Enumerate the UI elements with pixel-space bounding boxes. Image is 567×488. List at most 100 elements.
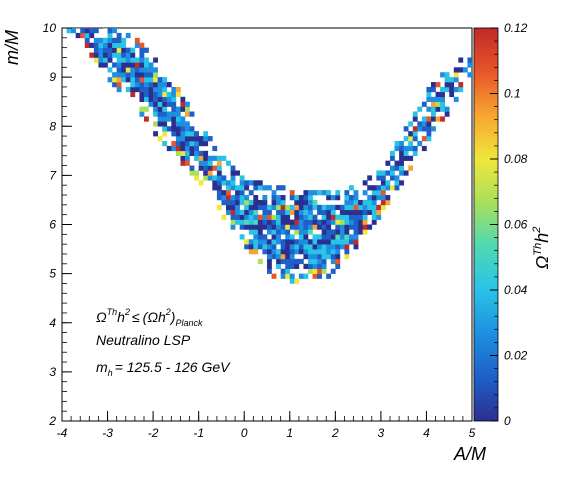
heatmap-cell bbox=[330, 214, 336, 220]
colorbar-tick-label: 0.02 bbox=[504, 349, 528, 363]
heatmap-cell bbox=[171, 140, 177, 147]
heatmap-cell bbox=[175, 106, 181, 112]
heatmap-cell bbox=[171, 86, 177, 93]
heatmap-cell bbox=[403, 150, 409, 157]
heatmap-cell bbox=[294, 239, 300, 245]
heatmap-cell bbox=[308, 195, 313, 201]
heatmap-cell bbox=[312, 219, 318, 225]
heatmap-cell bbox=[103, 28, 108, 29]
heatmap-cell bbox=[298, 204, 304, 211]
x-tick-label: 3 bbox=[378, 426, 385, 440]
heatmap-cell bbox=[417, 126, 423, 132]
heatmap-cell bbox=[349, 239, 354, 245]
heatmap-cell bbox=[399, 140, 404, 147]
heatmap-cell bbox=[216, 175, 222, 181]
heatmap-cell bbox=[235, 199, 240, 206]
heatmap-cell bbox=[207, 165, 213, 171]
heatmap-cell bbox=[285, 263, 291, 270]
heatmap-cell bbox=[230, 175, 236, 181]
heatmap-cell bbox=[326, 190, 332, 196]
heatmap-cell bbox=[394, 175, 400, 181]
heatmap-cell bbox=[207, 155, 213, 161]
heatmap-cell bbox=[353, 239, 359, 245]
heatmap-cell bbox=[134, 77, 140, 83]
heatmap-cell bbox=[321, 190, 327, 196]
heatmap-cell bbox=[244, 219, 250, 225]
heatmap-cell bbox=[226, 160, 231, 166]
heatmap-cell bbox=[280, 229, 286, 235]
heatmap-cell bbox=[262, 249, 268, 255]
heatmap-cell bbox=[303, 263, 309, 270]
heatmap-cell bbox=[390, 150, 395, 157]
heatmap-cell bbox=[467, 72, 472, 78]
heatmap-cell bbox=[107, 37, 113, 44]
heatmap-cell bbox=[280, 268, 286, 274]
heatmap-cell bbox=[230, 199, 236, 206]
y-tick-label: 8 bbox=[49, 119, 56, 133]
heatmap-cell bbox=[230, 185, 236, 191]
heatmap-cell bbox=[317, 224, 322, 230]
heatmap-cell bbox=[399, 155, 404, 161]
heatmap-cell bbox=[130, 72, 136, 78]
heatmap-cell bbox=[453, 86, 459, 93]
heatmap-cell bbox=[390, 155, 395, 161]
heatmap-cell bbox=[371, 195, 377, 201]
x-tick-label: -3 bbox=[102, 426, 113, 440]
heatmap-cell bbox=[349, 219, 354, 225]
heatmap-cell bbox=[185, 111, 190, 117]
heatmap-cell bbox=[139, 91, 145, 98]
heatmap-cell bbox=[148, 72, 154, 78]
heatmap-cell bbox=[189, 140, 195, 147]
heatmap-cell bbox=[326, 219, 332, 225]
heatmap-cell bbox=[276, 209, 281, 215]
heatmap-cell bbox=[107, 42, 113, 48]
heatmap-cell bbox=[171, 91, 177, 98]
heatmap-cell bbox=[326, 195, 332, 201]
heatmap-cell bbox=[262, 219, 268, 225]
heatmap-cell bbox=[66, 28, 72, 34]
heatmap-cell bbox=[125, 32, 131, 39]
heatmap-cell bbox=[376, 214, 382, 220]
heatmap-cell bbox=[125, 47, 131, 53]
x-axis-title: A/M bbox=[453, 444, 486, 464]
heatmap-cell bbox=[298, 258, 304, 265]
heatmap-cell bbox=[294, 214, 300, 220]
heatmap-cell bbox=[235, 185, 240, 191]
heatmap-cell bbox=[426, 91, 432, 98]
heatmap-cell bbox=[139, 72, 145, 78]
heatmap-cell bbox=[390, 165, 395, 171]
heatmap-cell bbox=[121, 72, 127, 78]
heatmap-cell bbox=[121, 77, 127, 83]
heatmap-cell bbox=[185, 150, 190, 157]
heatmap-cell bbox=[421, 145, 427, 152]
heatmap-cell bbox=[344, 204, 350, 211]
heatmap-cell bbox=[121, 67, 127, 73]
heatmap-cell bbox=[230, 165, 236, 171]
heatmap-cell bbox=[180, 131, 186, 137]
heatmap-cell bbox=[257, 244, 263, 250]
heatmap-cell bbox=[89, 32, 95, 39]
heatmap-cell bbox=[116, 37, 122, 44]
heatmap-cell bbox=[280, 244, 286, 250]
heatmap-cell bbox=[153, 67, 158, 73]
heatmap-cell bbox=[440, 101, 445, 107]
heatmap-cell bbox=[257, 204, 263, 211]
heatmap-cell bbox=[194, 175, 199, 181]
heatmap-cell bbox=[298, 195, 304, 201]
heatmap-cell bbox=[103, 52, 108, 58]
heatmap-cell bbox=[116, 82, 122, 88]
heatmap-cell bbox=[153, 77, 158, 83]
heatmap-cell bbox=[162, 121, 168, 127]
heatmap-cell bbox=[308, 190, 313, 196]
heatmap-cell bbox=[349, 214, 354, 220]
heatmap-cell bbox=[344, 249, 350, 255]
heatmap-cell bbox=[294, 209, 300, 215]
heatmap-cell bbox=[289, 244, 295, 250]
heatmap-cell bbox=[235, 219, 240, 225]
heatmap-cell bbox=[321, 224, 327, 230]
heatmap-cell bbox=[216, 160, 222, 166]
heatmap-cell bbox=[276, 253, 281, 260]
heatmap-cell bbox=[453, 96, 459, 102]
heatmap-cell bbox=[280, 195, 286, 201]
heatmap-cell bbox=[144, 77, 149, 83]
